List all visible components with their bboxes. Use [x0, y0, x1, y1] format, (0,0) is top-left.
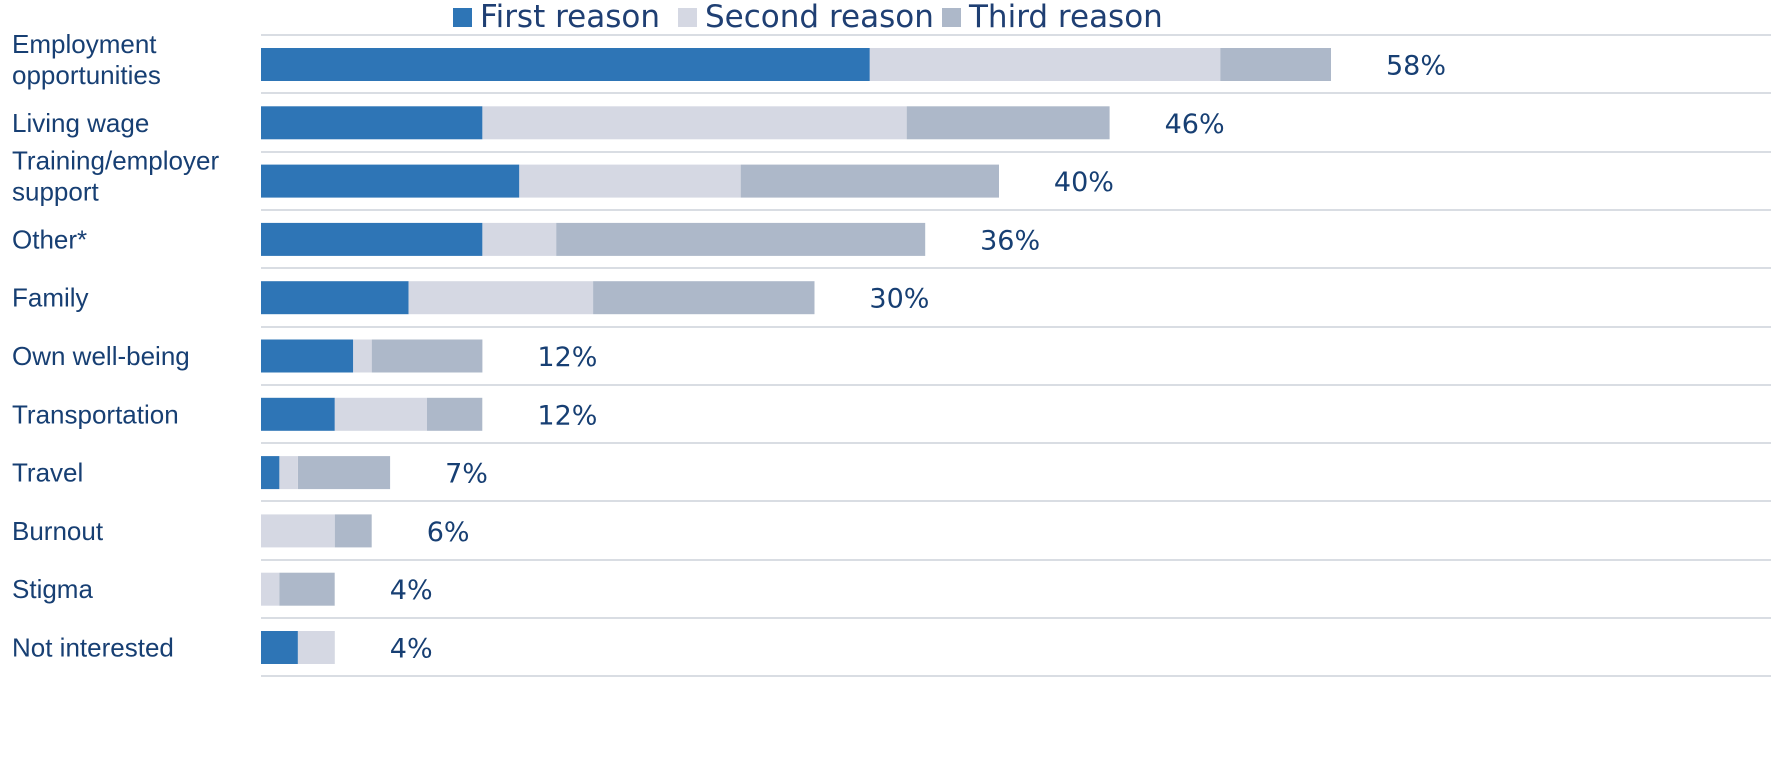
total-label: 58% — [1386, 51, 1446, 82]
chart-legend: First reason Second reason Third reason — [453, 0, 1163, 35]
category-label: Stigma — [12, 574, 93, 604]
bar-segment-2 — [334, 397, 427, 431]
bar-segment-2 — [261, 572, 280, 606]
total-label: 40% — [1054, 167, 1114, 198]
total-label: 12% — [537, 400, 597, 431]
category-label: Employment — [12, 29, 157, 59]
bar-segment-1 — [261, 222, 483, 256]
bar-segment-1 — [261, 164, 520, 198]
category-label: Own well-being — [12, 341, 190, 371]
bar-segment-1 — [261, 281, 409, 315]
total-label: 12% — [537, 342, 597, 373]
bar-segment-2 — [297, 631, 335, 664]
category-label: Not interested — [12, 633, 174, 663]
category-label: Other* — [12, 224, 87, 254]
category-label: Burnout — [12, 516, 104, 546]
legend-label-2: Second reason — [705, 0, 934, 35]
bar-segment-1 — [261, 48, 870, 81]
bar-segment-1 — [261, 456, 280, 490]
bar-segment-3 — [297, 456, 391, 490]
row-separators — [261, 34, 1771, 677]
total-label: 4% — [390, 634, 433, 665]
category-label: opportunities — [12, 60, 161, 90]
total-label: 4% — [390, 575, 433, 606]
total-label: 46% — [1165, 109, 1225, 140]
category-label: support — [12, 177, 99, 207]
bar-segment-3 — [371, 339, 483, 373]
bar-segment-1 — [261, 339, 354, 373]
bar-segment-1 — [261, 106, 483, 140]
legend-swatch-1 — [453, 8, 472, 27]
legend-swatch-3 — [942, 8, 961, 27]
bar-segment-2 — [519, 164, 741, 198]
total-labels: 58% 46% 40% 36% 30% 12% 12% 7% 6% 4% 4% — [390, 51, 1446, 665]
category-label: Family — [12, 283, 89, 313]
bar-segment-2 — [279, 456, 298, 490]
category-label: Transportation — [12, 399, 179, 429]
bar-segment-2 — [869, 48, 1221, 81]
bar-segment-3 — [593, 281, 815, 315]
category-label: Training/employer — [12, 146, 219, 176]
bar-segment-2 — [482, 106, 907, 140]
bar-segment-1 — [261, 631, 298, 664]
total-label: 6% — [427, 517, 470, 548]
legend-label-3: Third reason — [968, 0, 1163, 35]
bars-group — [261, 48, 1331, 664]
bar-segment-2 — [482, 222, 557, 256]
bar-segment-3 — [906, 106, 1110, 140]
bar-segment-2 — [261, 514, 335, 548]
bar-segment-3 — [279, 572, 335, 606]
bar-segment-3 — [1220, 48, 1331, 81]
bar-segment-1 — [261, 397, 335, 431]
total-label: 30% — [869, 284, 929, 315]
category-label: Travel — [12, 458, 83, 488]
bar-segment-3 — [334, 514, 372, 548]
category-label: Living wage — [12, 108, 149, 138]
legend-label-1: First reason — [480, 0, 660, 35]
bar-segment-3 — [556, 222, 926, 256]
bar-segment-2 — [408, 281, 594, 315]
bar-segment-3 — [740, 164, 999, 198]
legend-swatch-2 — [678, 8, 697, 27]
total-label: 7% — [445, 459, 488, 490]
bar-segment-3 — [427, 397, 483, 431]
bar-segment-2 — [353, 339, 372, 373]
total-label: 36% — [980, 225, 1040, 256]
